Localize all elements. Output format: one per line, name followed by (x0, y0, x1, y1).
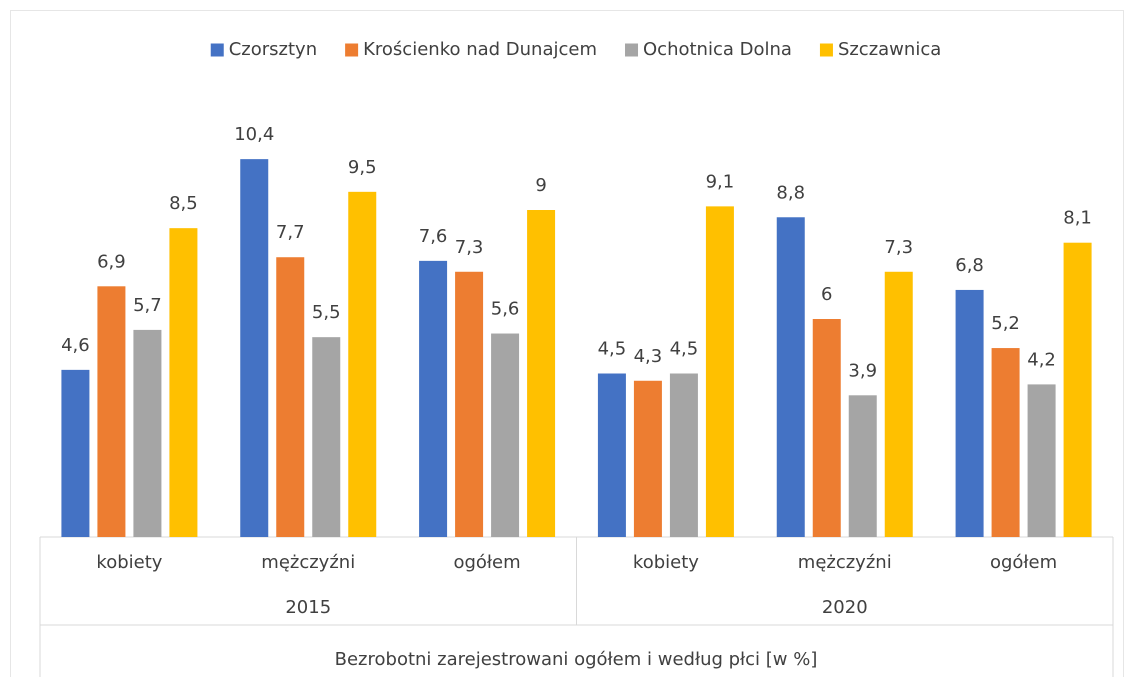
data-label: 6 (821, 284, 832, 305)
data-label: 7,7 (276, 222, 305, 243)
data-label: 4,2 (1027, 349, 1056, 370)
bar (97, 286, 126, 537)
x-tick-label: kobiety (633, 552, 699, 573)
x-tick-label: mężczyźni (261, 552, 355, 573)
data-label: 4,6 (61, 335, 90, 356)
data-label: 5,5 (312, 302, 341, 323)
legend-label: Ochotnica Dolna (643, 39, 792, 60)
legend-label: Krościenko nad Dunajcem (363, 39, 597, 60)
legend-swatch (819, 43, 833, 57)
x-tick-label: ogółem (990, 552, 1057, 573)
bar (133, 329, 162, 537)
bar (61, 369, 90, 537)
bar (1063, 242, 1092, 537)
data-label: 5,2 (991, 313, 1020, 334)
data-label: 5,6 (491, 299, 520, 320)
data-label: 7,6 (419, 226, 448, 247)
bar (169, 228, 198, 537)
data-label: 8,5 (169, 193, 198, 214)
x-tick-label: ogółem (453, 552, 520, 573)
data-label: 5,7 (133, 295, 162, 316)
bar (1027, 384, 1056, 537)
bar (991, 348, 1020, 537)
bar (776, 217, 805, 537)
bar (455, 271, 484, 537)
chart-frame (10, 10, 1124, 677)
data-label: 6,8 (955, 255, 984, 276)
data-label: 8,8 (776, 182, 805, 203)
group-label: 2020 (822, 597, 868, 618)
bar (240, 159, 269, 537)
data-label: 10,4 (234, 124, 274, 145)
legend-swatch (625, 43, 639, 57)
bar (312, 337, 341, 537)
data-label: 9,5 (348, 157, 377, 178)
data-label: 4,5 (598, 339, 627, 360)
data-label: 4,3 (634, 346, 663, 367)
bar (419, 260, 448, 537)
bar (955, 289, 984, 537)
group-label: 2015 (285, 597, 331, 618)
bar (633, 380, 662, 537)
legend-label: Szczawnica (838, 39, 941, 60)
data-label: 4,5 (670, 339, 699, 360)
bar (705, 206, 734, 537)
data-label: 9 (535, 175, 546, 196)
legend-swatch (210, 43, 224, 57)
bar (848, 395, 877, 537)
data-label: 6,9 (97, 251, 126, 272)
x-tick-label: kobiety (96, 552, 162, 573)
bar (276, 257, 305, 537)
legend-label: Czorsztyn (229, 39, 317, 60)
bar (669, 373, 698, 537)
bar (884, 271, 913, 537)
x-tick-label: mężczyźni (798, 552, 892, 573)
bar (597, 373, 626, 537)
data-label: 3,9 (848, 360, 877, 381)
bar (348, 191, 377, 538)
data-label: 9,1 (706, 171, 735, 192)
legend-swatch (345, 43, 359, 57)
bar (527, 210, 556, 537)
data-label: 8,1 (1063, 208, 1092, 229)
data-label: 7,3 (884, 237, 913, 258)
x-axis-title: Bezrobotni zarejestrowani ogółem i wedłu… (335, 649, 818, 670)
bar (812, 319, 841, 537)
data-label: 7,3 (455, 237, 484, 258)
bar (491, 333, 520, 537)
